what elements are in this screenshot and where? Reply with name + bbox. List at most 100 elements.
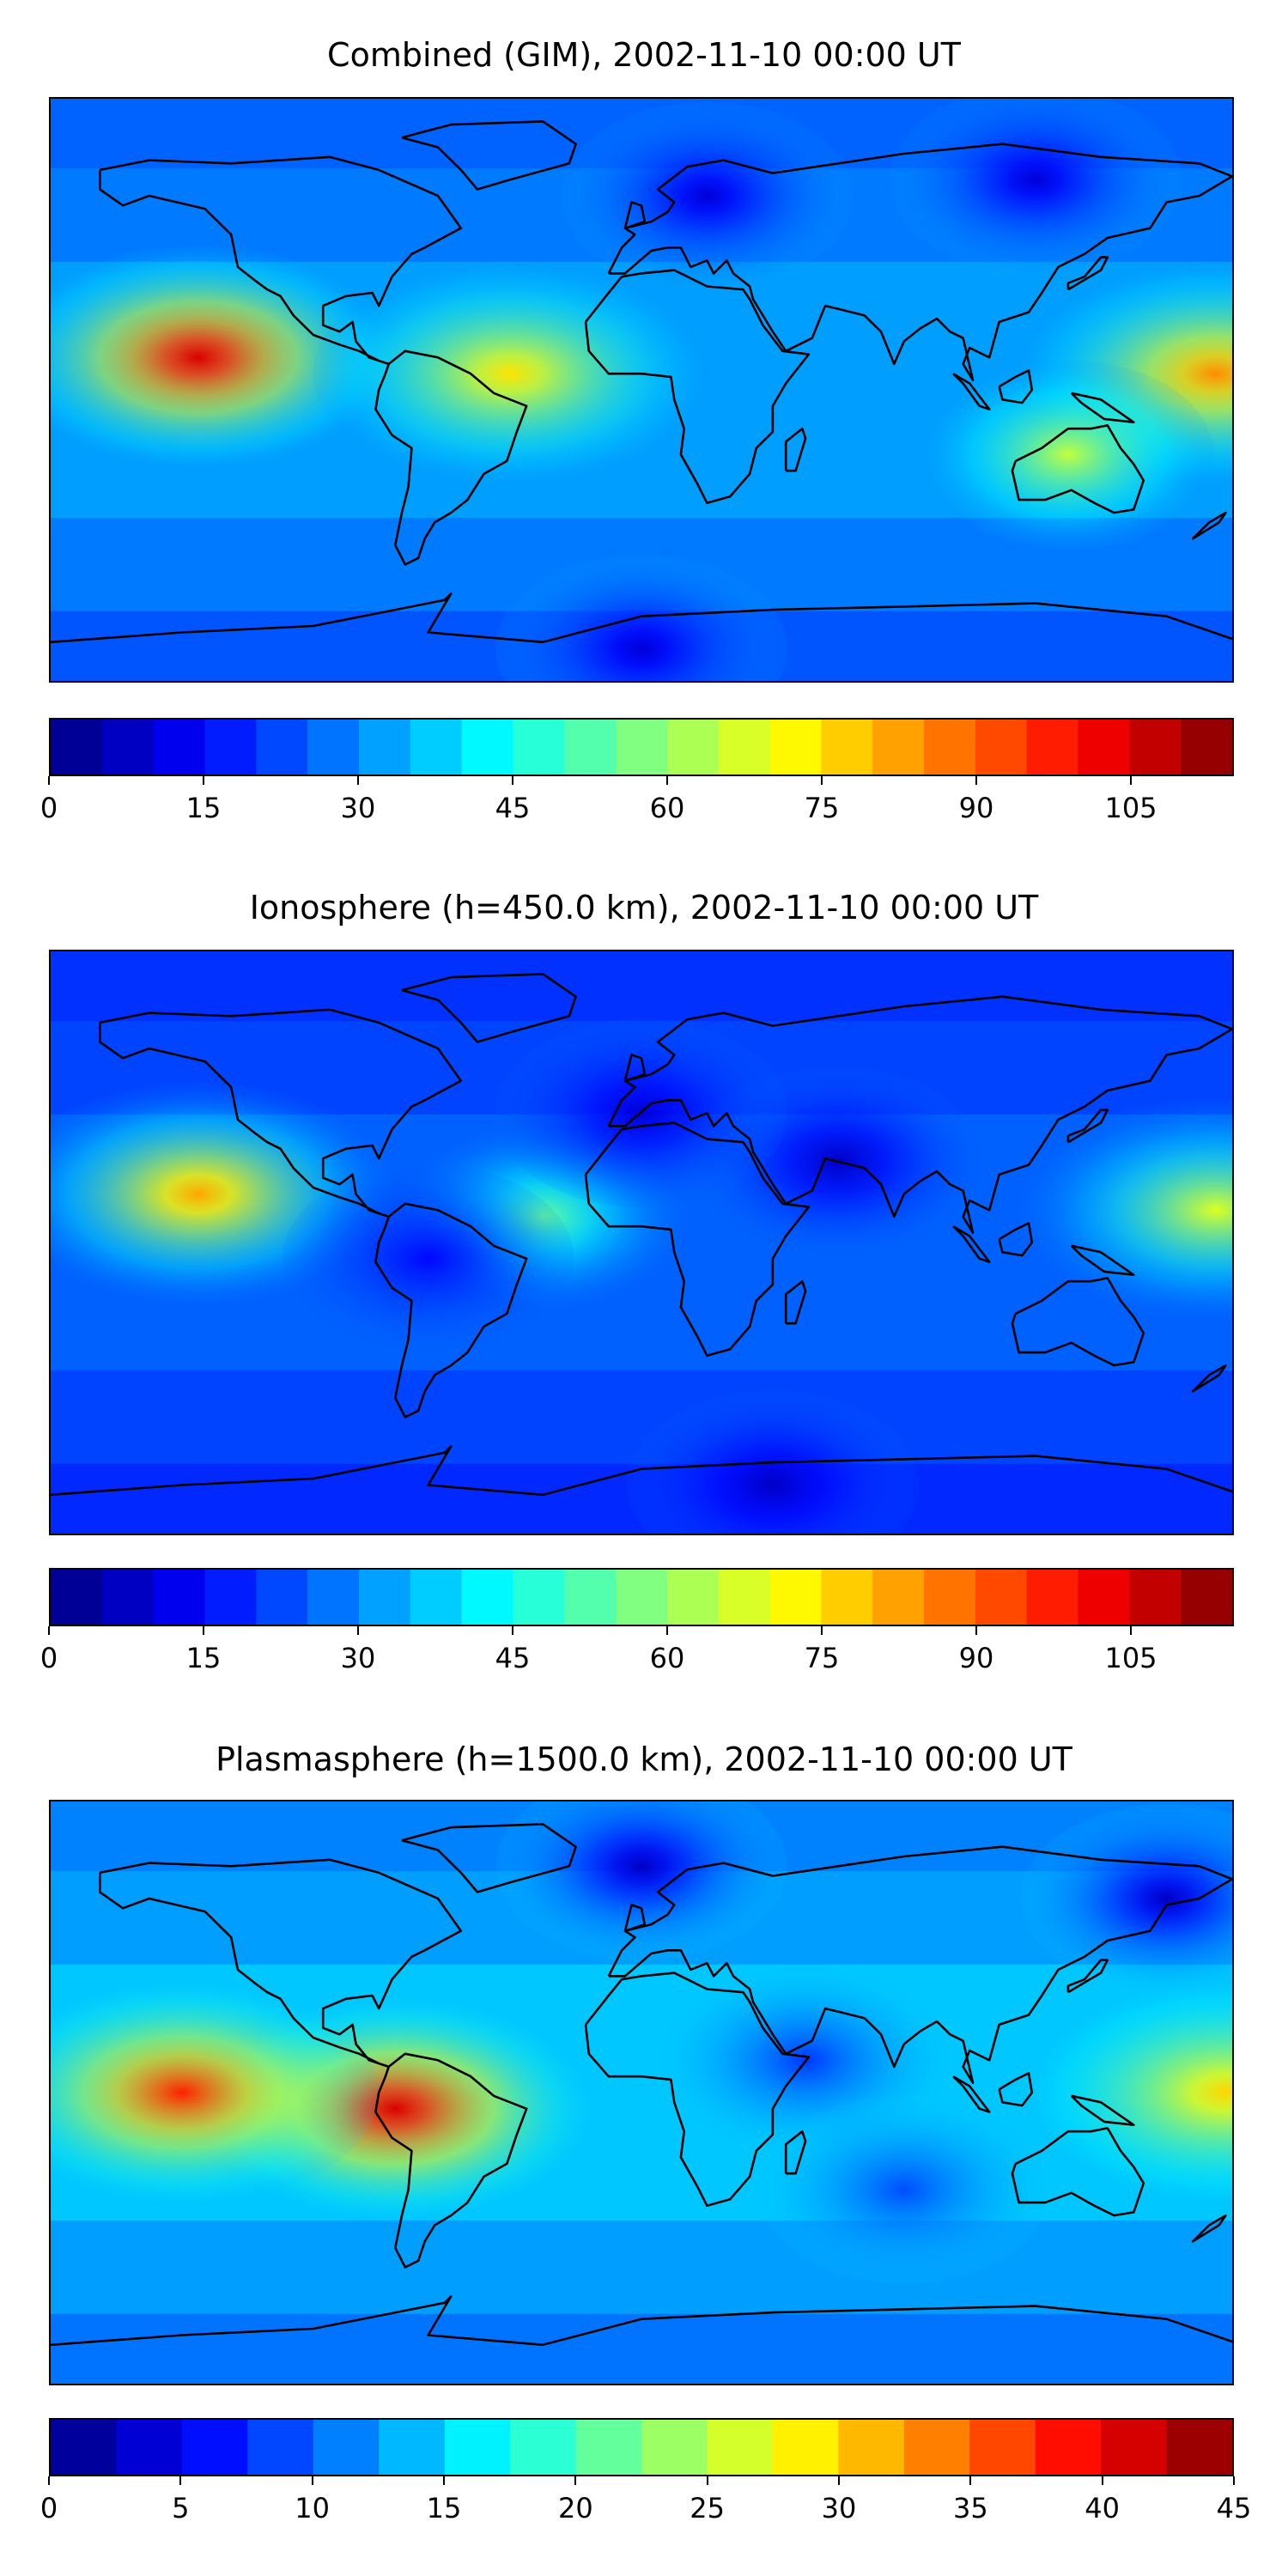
colorbar-tick xyxy=(311,2476,313,2485)
colorbar-segment xyxy=(410,720,463,775)
colorbar-segment xyxy=(1035,2420,1102,2475)
coastline xyxy=(1066,256,1109,291)
coastline xyxy=(784,1279,807,1325)
coastline xyxy=(952,373,991,410)
colorbar-tick-label: 10 xyxy=(295,2492,331,2524)
tec-map xyxy=(49,97,1234,683)
colorbar-segment xyxy=(772,2420,839,2475)
chart-title: Ionosphere (h=450.0 km), 2002-11-10 00:0… xyxy=(249,889,1039,927)
colorbar-tick-label: 60 xyxy=(649,1642,685,1674)
colorbar-tick-label: 15 xyxy=(185,792,222,824)
coastline xyxy=(99,155,463,366)
coastline xyxy=(607,1845,1232,2084)
coastline xyxy=(1191,1364,1227,1393)
colorbar-tick xyxy=(48,776,50,785)
colorbar-segment xyxy=(256,720,308,775)
colorbar-segment xyxy=(924,720,976,775)
colorbar-tick xyxy=(666,1626,668,1635)
coastline xyxy=(1011,2127,1145,2217)
colorbar-svg xyxy=(51,1570,1232,1625)
field-feature xyxy=(282,1163,574,1353)
colorbar-ticks: 0 15 30 45 60 75 90 105 xyxy=(40,1626,1234,1678)
colorbar-segment xyxy=(461,720,514,775)
colorbar-tick xyxy=(706,2476,708,2485)
colorbar-segment xyxy=(256,1570,308,1625)
colorbar-tick xyxy=(838,2476,840,2485)
colorbar-segment xyxy=(666,1570,720,1625)
coastline xyxy=(99,1858,463,2069)
colorbar-segment xyxy=(247,2420,314,2475)
colorbar-segment xyxy=(181,2420,248,2475)
field-feature xyxy=(51,246,396,470)
colorbar-tick xyxy=(1233,2476,1235,2485)
colorbar-tick xyxy=(1130,776,1132,785)
coastline xyxy=(1070,1244,1135,1276)
coastline xyxy=(1066,1109,1109,1144)
colorbar-tick-label: 0 xyxy=(39,2492,58,2524)
colorbar-tick xyxy=(512,776,513,785)
coastline xyxy=(584,1121,811,1358)
field-feature xyxy=(1018,1098,1232,1322)
colorbar-segment xyxy=(461,1570,514,1625)
chart-title: Plasmasphere (h=1500.0 km), 2002-11-10 0… xyxy=(216,1741,1072,1778)
colorbar-segment xyxy=(821,720,873,775)
colorbar-segment xyxy=(838,2420,905,2475)
colorbar-segment xyxy=(769,1570,822,1625)
colorbar-tick-label: 35 xyxy=(952,2492,988,2524)
coastline xyxy=(1191,511,1227,540)
colorbar-tick-label: 30 xyxy=(340,792,376,824)
colorbar-segment xyxy=(1129,720,1182,775)
colorbar-segment xyxy=(575,2420,642,2475)
coastline xyxy=(374,349,528,566)
colorbar-segment xyxy=(379,2420,446,2475)
colorbar-tick xyxy=(975,776,977,785)
colorbar-segment xyxy=(51,1570,103,1625)
colorbar-segment xyxy=(204,1570,257,1625)
coastline xyxy=(1070,2094,1135,2126)
field-feature xyxy=(313,262,708,486)
colorbar-segment xyxy=(969,2420,1036,2475)
coastline xyxy=(607,143,1232,381)
colorbar xyxy=(49,1568,1234,1626)
tec-map xyxy=(49,950,1234,1535)
coastline xyxy=(584,269,811,505)
colorbar-segment xyxy=(101,1570,155,1625)
coastline xyxy=(998,1222,1034,1257)
colorbar-segment xyxy=(410,1570,463,1625)
colorbar-tick-label: 45 xyxy=(495,1642,531,1674)
colorbar-tick-label: 20 xyxy=(557,2492,593,2524)
field-feature xyxy=(757,2095,1050,2284)
colorbar-tick xyxy=(48,1626,50,1635)
colorbar-segment xyxy=(718,1570,771,1625)
coastline xyxy=(51,592,1232,644)
colorbar-segment xyxy=(924,1570,976,1625)
colorbar-tick xyxy=(1130,1626,1132,1635)
colorbar-segment xyxy=(153,720,206,775)
coastline xyxy=(952,2075,991,2113)
colorbar-tick xyxy=(203,1626,204,1635)
colorbar-tick-label: 75 xyxy=(804,792,840,824)
colorbar-segment xyxy=(616,1570,668,1625)
coastline xyxy=(374,1202,528,1419)
colorbar-segment xyxy=(616,720,668,775)
map-svg xyxy=(51,1801,1232,2384)
colorbar-tick xyxy=(512,1626,513,1635)
colorbar-tick-label: 25 xyxy=(690,2492,726,2524)
colorbar-ticks: 0 5 10 15 20 25 30 35 40 45 xyxy=(40,2476,1251,2528)
colorbar-segment xyxy=(513,720,565,775)
field-feature xyxy=(1020,1804,1232,1993)
colorbar-segment xyxy=(358,720,411,775)
coastline xyxy=(401,973,577,1043)
colorbar-segment xyxy=(153,1570,206,1625)
colorbar-segment xyxy=(51,720,103,775)
coastline xyxy=(1066,1959,1109,1994)
colorbar-segment xyxy=(116,2420,183,2475)
colorbar-segment xyxy=(903,2420,970,2475)
colorbar-tick-label: 0 xyxy=(39,792,58,824)
colorbar-tick-label: 60 xyxy=(649,792,685,824)
field-feature xyxy=(921,360,1214,550)
colorbar-tick-label: 30 xyxy=(821,2492,857,2524)
colorbar-tick-label: 90 xyxy=(958,792,994,824)
chart-title: Combined (GIM), 2002-11-10 00:00 UT xyxy=(327,36,961,74)
field-feature xyxy=(495,554,787,681)
